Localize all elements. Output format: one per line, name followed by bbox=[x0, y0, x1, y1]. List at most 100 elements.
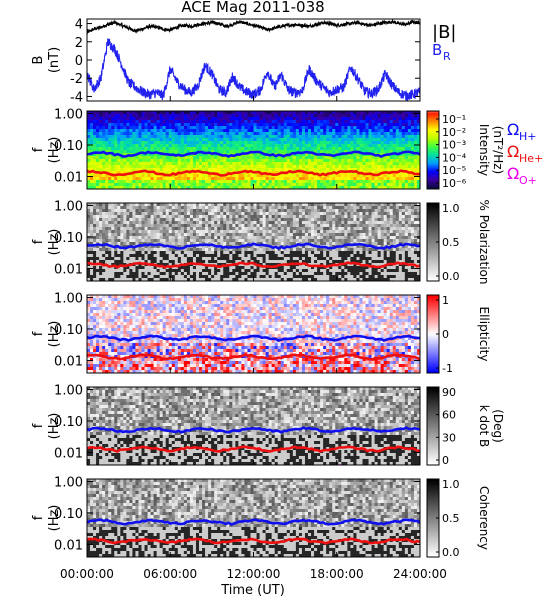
spectrogram-cell bbox=[250, 245, 254, 249]
spectrogram-cell bbox=[186, 257, 191, 261]
spectrogram-cell bbox=[253, 165, 257, 169]
spectrogram-cell bbox=[395, 177, 400, 181]
spectrogram-cell bbox=[174, 183, 179, 187]
spectrogram-cell bbox=[226, 141, 230, 145]
spectrogram-cell bbox=[99, 233, 103, 237]
spectrogram-cell bbox=[380, 177, 385, 181]
spectrogram-cell bbox=[368, 186, 372, 189]
spectrogram-cell bbox=[259, 111, 263, 115]
spectrogram-cell bbox=[189, 212, 194, 216]
spectrogram-cell bbox=[344, 123, 348, 127]
spectrogram-cell bbox=[295, 174, 300, 178]
spectrogram-cell bbox=[401, 236, 406, 240]
spectrogram-cell bbox=[265, 209, 270, 213]
spectrogram-cell bbox=[404, 177, 409, 181]
spectrogram-cell bbox=[311, 174, 315, 178]
spectrogram-cell bbox=[153, 168, 158, 172]
spectrogram-cell bbox=[301, 230, 306, 234]
spectrogram-cell bbox=[211, 239, 215, 243]
spectrogram-cell bbox=[304, 135, 309, 139]
spectrogram-cell bbox=[362, 206, 366, 210]
spectrogram-cell bbox=[153, 230, 158, 234]
spectrogram-cell bbox=[298, 212, 303, 216]
spectrogram-cell bbox=[374, 212, 379, 216]
spectrogram-cell bbox=[226, 251, 230, 255]
spectrogram-cell bbox=[189, 248, 194, 252]
spectrogram-cell bbox=[292, 203, 297, 207]
spectrogram-cell bbox=[238, 156, 242, 160]
spectrogram-cell bbox=[129, 141, 133, 145]
spectrogram-cell bbox=[159, 132, 164, 136]
spectrogram-cell bbox=[286, 111, 291, 115]
spectrogram-cell bbox=[132, 165, 136, 169]
spectrogram-cell bbox=[214, 254, 218, 258]
spectrogram-cell bbox=[241, 120, 245, 124]
spectrogram-cell bbox=[96, 203, 100, 207]
spectrogram-cell bbox=[329, 224, 333, 228]
spectrogram-cell bbox=[223, 132, 227, 136]
spectrogram-cell bbox=[250, 236, 254, 240]
spectrogram-cell bbox=[311, 203, 315, 207]
spectrogram-cell bbox=[162, 156, 167, 160]
magnetic-field-panel: 420-2-4 B (nT) |B| B R bbox=[31, 18, 456, 106]
spectrogram-cell bbox=[238, 236, 242, 240]
spectrogram-cell bbox=[326, 186, 330, 189]
spectrogram-cell bbox=[265, 159, 270, 163]
spectrogram-cell bbox=[202, 251, 206, 255]
spectrogram-cell bbox=[295, 135, 300, 139]
spectrogram-cell bbox=[247, 257, 251, 261]
spectrogram-cell bbox=[311, 138, 315, 142]
spectrogram-cell bbox=[138, 114, 142, 118]
spectrogram-cell bbox=[132, 126, 136, 130]
spectrogram-cell bbox=[99, 141, 103, 145]
spectrogram-cell bbox=[108, 111, 112, 115]
spectrogram-cell bbox=[165, 242, 170, 246]
spectrogram-cell bbox=[256, 126, 260, 130]
spectrogram-cell bbox=[317, 224, 321, 228]
spectrogram-cell bbox=[144, 239, 148, 243]
spectrogram-cell bbox=[256, 120, 260, 124]
spectrogram-cell bbox=[350, 230, 354, 234]
spectrogram-cell bbox=[147, 141, 151, 145]
spectrogram-cell bbox=[314, 141, 318, 145]
spectrogram-cell bbox=[159, 248, 164, 252]
spectrogram-cell bbox=[359, 153, 363, 157]
spectrogram-cell bbox=[199, 239, 203, 243]
spectrogram-cell bbox=[280, 242, 285, 246]
spectrogram-cell bbox=[144, 171, 148, 175]
spectrogram-cell bbox=[123, 245, 127, 249]
spectrogram-cell bbox=[307, 117, 312, 121]
spectrogram-cell bbox=[205, 114, 209, 118]
spectrogram-cell bbox=[274, 218, 279, 222]
spectrogram-cell bbox=[380, 183, 385, 187]
spectrogram-cell bbox=[141, 159, 145, 163]
colorbar-swatch bbox=[427, 140, 439, 143]
spectrogram-cell bbox=[365, 165, 369, 169]
spectrogram-cell bbox=[232, 150, 236, 154]
spectrogram-cell bbox=[304, 206, 309, 210]
spectrogram-cell bbox=[189, 150, 194, 154]
spectrogram-cell bbox=[404, 251, 409, 255]
spectrogram-cell bbox=[247, 236, 251, 240]
spectrogram-cell bbox=[186, 111, 191, 115]
spectrogram-cell bbox=[262, 239, 267, 243]
spectrogram-cell bbox=[320, 215, 324, 219]
spectrogram-cell bbox=[174, 141, 179, 145]
spectrogram-cell bbox=[132, 183, 136, 187]
spectrogram-cell bbox=[389, 215, 394, 219]
spectrogram-cell bbox=[174, 251, 179, 255]
spectrogram-cell bbox=[214, 230, 218, 234]
spectrogram-cell bbox=[114, 138, 118, 142]
spectrogram-cell bbox=[199, 186, 203, 189]
spectrogram-cell bbox=[298, 159, 303, 163]
spectrogram-cell bbox=[247, 135, 251, 139]
spectrogram-cell bbox=[235, 147, 239, 151]
spectrogram-cell bbox=[183, 254, 188, 258]
spectrogram-cell bbox=[274, 171, 279, 175]
spectrogram-cell bbox=[286, 177, 291, 181]
spectrogram-cell bbox=[241, 138, 245, 142]
spectrogram-cell bbox=[262, 203, 267, 207]
spectrogram-cell bbox=[307, 177, 312, 181]
spectrogram-cell bbox=[271, 212, 276, 216]
spectrogram-cell bbox=[247, 174, 251, 178]
